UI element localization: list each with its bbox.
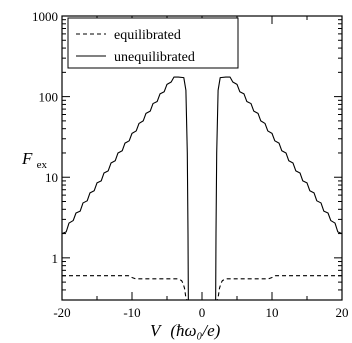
legend-label-equilibrated: equilibrated [114, 28, 181, 43]
series-line-equilibrated [62, 275, 342, 300]
x-tick-label: 10 [266, 305, 279, 320]
x-tick-label: -20 [53, 305, 70, 320]
x-tick-label: -10 [123, 305, 140, 320]
y-tick-label: 1 [52, 251, 59, 266]
legend: equilibrated unequilibrated [67, 17, 239, 69]
x-tick-label: 20 [336, 305, 349, 320]
y-axis-label: F ex [21, 149, 48, 171]
x-axis-label: V (ħω₀/e) [150, 321, 221, 340]
y-tick-label: 10 [45, 170, 58, 185]
y-tick-label: 100 [39, 90, 59, 105]
x-axis-ticks: -20 -10 0 10 20 [53, 16, 349, 320]
y-axis-label-sub: ex [37, 159, 48, 171]
y-axis-ticks: 1 10 100 1000 [32, 9, 342, 301]
series-line-unequilibrated [62, 76, 342, 300]
x-axis-label-v: V [150, 321, 163, 340]
legend-box [67, 17, 239, 69]
x-axis-label-units: (ħω₀/e) [170, 321, 220, 340]
series-layer [62, 76, 342, 300]
y-tick-label: 1000 [32, 9, 58, 24]
x-tick-label: 0 [199, 305, 206, 320]
legend-label-unequilibrated: unequilibrated [114, 50, 195, 65]
y-axis-label-main: F [21, 149, 33, 168]
